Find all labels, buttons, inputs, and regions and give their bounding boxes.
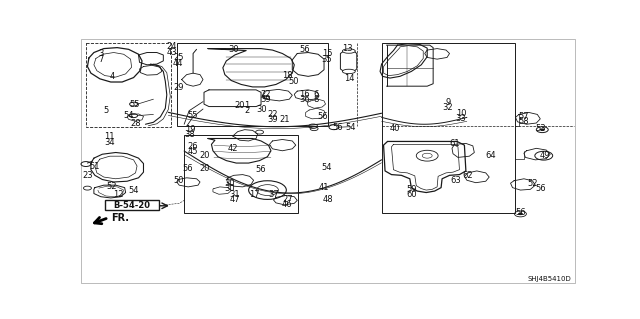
Text: 44: 44	[173, 59, 184, 68]
Text: 33: 33	[456, 114, 467, 123]
Text: 61: 61	[449, 139, 460, 148]
Text: 6: 6	[313, 90, 318, 99]
Text: 30: 30	[225, 184, 235, 193]
Text: 23: 23	[83, 171, 93, 180]
Text: 38: 38	[185, 130, 195, 139]
Text: 7: 7	[98, 55, 104, 64]
Text: 54: 54	[124, 111, 134, 120]
Text: 2: 2	[244, 106, 250, 115]
Text: 39: 39	[260, 95, 271, 104]
Text: B-54-20: B-54-20	[113, 201, 150, 210]
Text: 45: 45	[188, 147, 198, 156]
Text: 54: 54	[345, 123, 356, 132]
Text: 41: 41	[319, 183, 330, 192]
Text: 22: 22	[260, 90, 271, 99]
Bar	[106, 200, 159, 210]
Text: 35: 35	[322, 55, 332, 64]
Text: 36: 36	[300, 95, 310, 104]
Text: SHJ4B5410D: SHJ4B5410D	[527, 276, 571, 282]
Text: 55: 55	[129, 100, 140, 109]
Text: 53: 53	[535, 124, 546, 133]
Text: FR.: FR.	[111, 212, 129, 223]
Text: 63: 63	[451, 176, 461, 185]
Text: 20: 20	[200, 151, 211, 160]
Text: 56: 56	[183, 164, 193, 173]
Text: 56: 56	[333, 123, 343, 132]
Text: 59: 59	[406, 185, 417, 194]
Text: 56: 56	[300, 45, 310, 54]
Text: 18: 18	[282, 71, 292, 80]
Text: 40: 40	[390, 124, 400, 133]
Text: 20: 20	[234, 100, 245, 110]
Text: 57: 57	[518, 112, 529, 121]
Text: 43: 43	[166, 48, 177, 57]
Text: 26: 26	[188, 142, 198, 151]
Text: 13: 13	[342, 44, 353, 53]
Text: 47: 47	[229, 196, 240, 204]
Text: 60: 60	[406, 190, 417, 199]
Text: 22: 22	[267, 110, 278, 119]
Circle shape	[518, 213, 523, 215]
Text: 30: 30	[228, 45, 239, 54]
Text: 39: 39	[267, 115, 278, 124]
Bar	[86, 43, 171, 127]
Text: 25: 25	[173, 53, 184, 63]
Bar	[184, 135, 298, 213]
Text: 52: 52	[106, 182, 116, 191]
Text: 1: 1	[244, 100, 250, 110]
Bar	[381, 43, 515, 213]
Bar	[177, 43, 328, 126]
Text: 32: 32	[443, 103, 453, 112]
Text: 9: 9	[445, 98, 451, 107]
Text: 56: 56	[515, 208, 526, 217]
Text: 8: 8	[313, 95, 318, 104]
Text: 19: 19	[185, 125, 195, 134]
Text: 16: 16	[300, 90, 310, 99]
Text: 21: 21	[280, 115, 290, 124]
Text: 5: 5	[103, 106, 108, 115]
Text: 56: 56	[317, 112, 328, 122]
Text: 27: 27	[282, 195, 292, 204]
Text: 28: 28	[130, 119, 141, 128]
Text: 17: 17	[249, 190, 260, 199]
Text: 55: 55	[188, 111, 198, 120]
Text: 37: 37	[268, 190, 279, 199]
Text: 64: 64	[485, 151, 496, 160]
Text: 30: 30	[257, 105, 268, 114]
Circle shape	[540, 129, 545, 131]
Text: 56: 56	[535, 184, 546, 193]
Text: 12: 12	[113, 190, 124, 199]
Text: 54: 54	[321, 163, 332, 173]
Text: 52: 52	[527, 179, 538, 188]
Text: 14: 14	[344, 74, 355, 83]
Text: 50: 50	[288, 77, 298, 86]
Text: 42: 42	[227, 144, 238, 153]
Text: 10: 10	[456, 109, 466, 118]
Text: 54: 54	[128, 186, 139, 195]
Text: 29: 29	[173, 83, 184, 92]
Ellipse shape	[342, 69, 355, 74]
Text: 50: 50	[173, 176, 184, 185]
Text: 3: 3	[98, 48, 104, 57]
Text: 51: 51	[90, 161, 100, 171]
Text: 24: 24	[166, 42, 177, 51]
Ellipse shape	[342, 49, 355, 53]
Text: 30: 30	[225, 179, 235, 188]
Text: 58: 58	[518, 117, 529, 126]
Text: 49: 49	[540, 151, 550, 160]
Text: 4: 4	[109, 72, 115, 81]
Text: 11: 11	[104, 132, 115, 141]
Text: 62: 62	[463, 171, 473, 180]
Text: 56: 56	[256, 165, 266, 174]
Text: 31: 31	[229, 190, 240, 199]
Text: 46: 46	[282, 200, 292, 209]
Text: 20: 20	[200, 164, 211, 173]
Text: 48: 48	[323, 195, 333, 204]
Text: 34: 34	[104, 138, 115, 147]
Text: 15: 15	[322, 49, 332, 58]
